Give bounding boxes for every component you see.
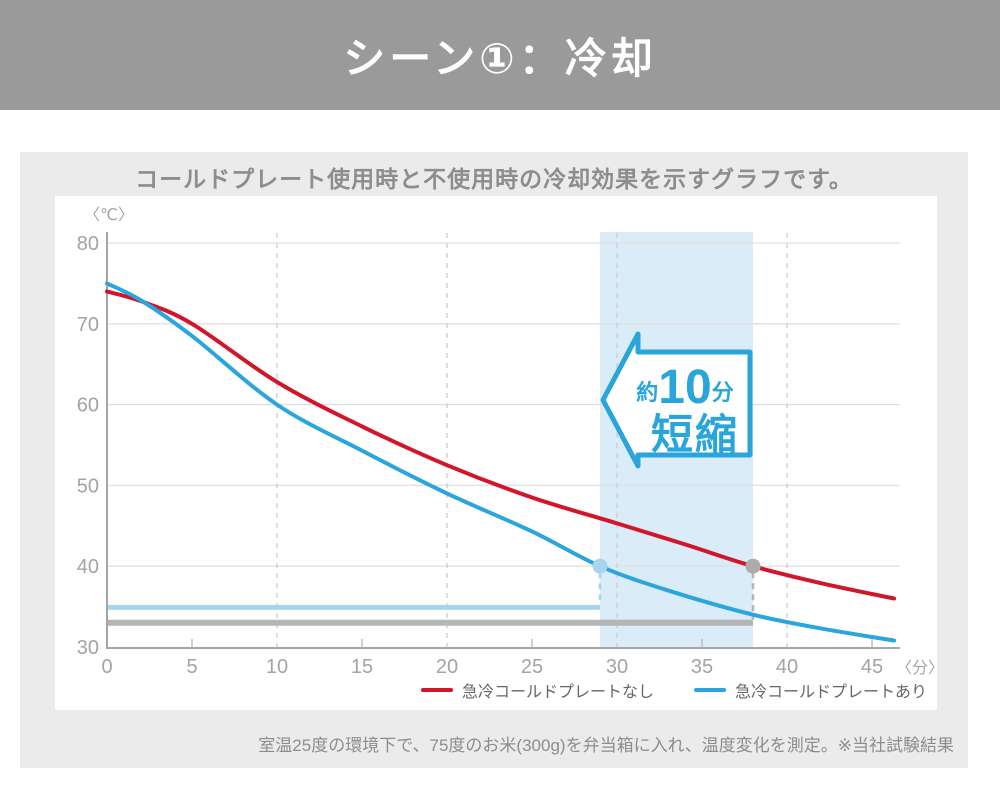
chart-card: 30 40 50 60 70 80 〈℃〉 0 5 10 15 20 25 30 35 40 45 〈分〉 約10分… xyxy=(55,196,944,710)
x-tick-label: 45 xyxy=(861,656,883,678)
chart-subtitle: コールドプレート使用時と不使用時の冷却効果を示すグラフです。 xyxy=(135,166,853,192)
y-tick-label: 50 xyxy=(77,475,99,497)
chart-legend: 急冷コールドプレートなし 急冷コールドプレートあり xyxy=(420,678,927,702)
forty-degree-marker-dot xyxy=(592,558,608,574)
y-tick-label: 60 xyxy=(77,395,99,417)
x-tick-label: 40 xyxy=(776,656,798,678)
red-line-swatch xyxy=(420,688,453,692)
header-banner: シーン①：冷却 xyxy=(0,0,1000,110)
x-tick-label: 30 xyxy=(606,656,628,678)
y-tick-label: 80 xyxy=(77,233,99,255)
page-title: シーン①：冷却 xyxy=(343,34,657,82)
x-tick-label: 10 xyxy=(266,656,288,678)
y-tick-label: 40 xyxy=(77,556,99,578)
y-tick-label: 70 xyxy=(77,314,99,336)
cooling-line-chart: 30 40 50 60 70 80 〈℃〉 0 5 10 15 20 25 30 35 40 45 〈分〉 約10分… xyxy=(55,196,944,710)
x-tick-label: 5 xyxy=(186,656,197,678)
legend-label-with-plate: 急冷コールドプレートあり xyxy=(734,684,927,701)
x-tick-label: 0 xyxy=(101,656,112,678)
y-axis-unit-label: 〈℃〉 xyxy=(84,207,134,224)
chart-panel: コールドプレート使用時と不使用時の冷却効果を示すグラフです。 30 40 50 60 7… xyxy=(20,152,968,768)
y-tick-label: 30 xyxy=(77,637,99,659)
reduction-arrow-line1: 約10分 xyxy=(636,361,733,414)
x-tick-label: 25 xyxy=(521,656,543,678)
x-tick-label: 15 xyxy=(351,656,373,678)
chart-svg: 30 40 50 60 70 80 〈℃〉 0 5 10 15 20 25 30 35 40 45 〈分〉 約10分… xyxy=(77,207,944,678)
blue-line-swatch xyxy=(693,688,726,692)
x-axis-unit-label: 〈分〉 xyxy=(896,659,937,677)
legend-label-without-plate: 急冷コールドプレートなし xyxy=(461,684,654,701)
reduction-arrow-line2: 短縮 xyxy=(651,411,739,458)
series-line-without-plate xyxy=(105,289,897,601)
time-reduction-arrow xyxy=(600,331,753,469)
x-tick-label: 20 xyxy=(436,656,458,678)
series-line-with-plate xyxy=(105,281,897,643)
test-conditions-note: 室温25度の環境下で、75度のお米(300g)を弁当箱に入れ、温度変化を測定。※… xyxy=(258,736,954,755)
forty-degree-marker-dot xyxy=(745,558,761,574)
x-tick-label: 35 xyxy=(691,656,713,678)
legend-item-with-plate: 急冷コールドプレートあり xyxy=(693,678,927,702)
legend-item-without-plate: 急冷コールドプレートなし xyxy=(420,678,654,702)
